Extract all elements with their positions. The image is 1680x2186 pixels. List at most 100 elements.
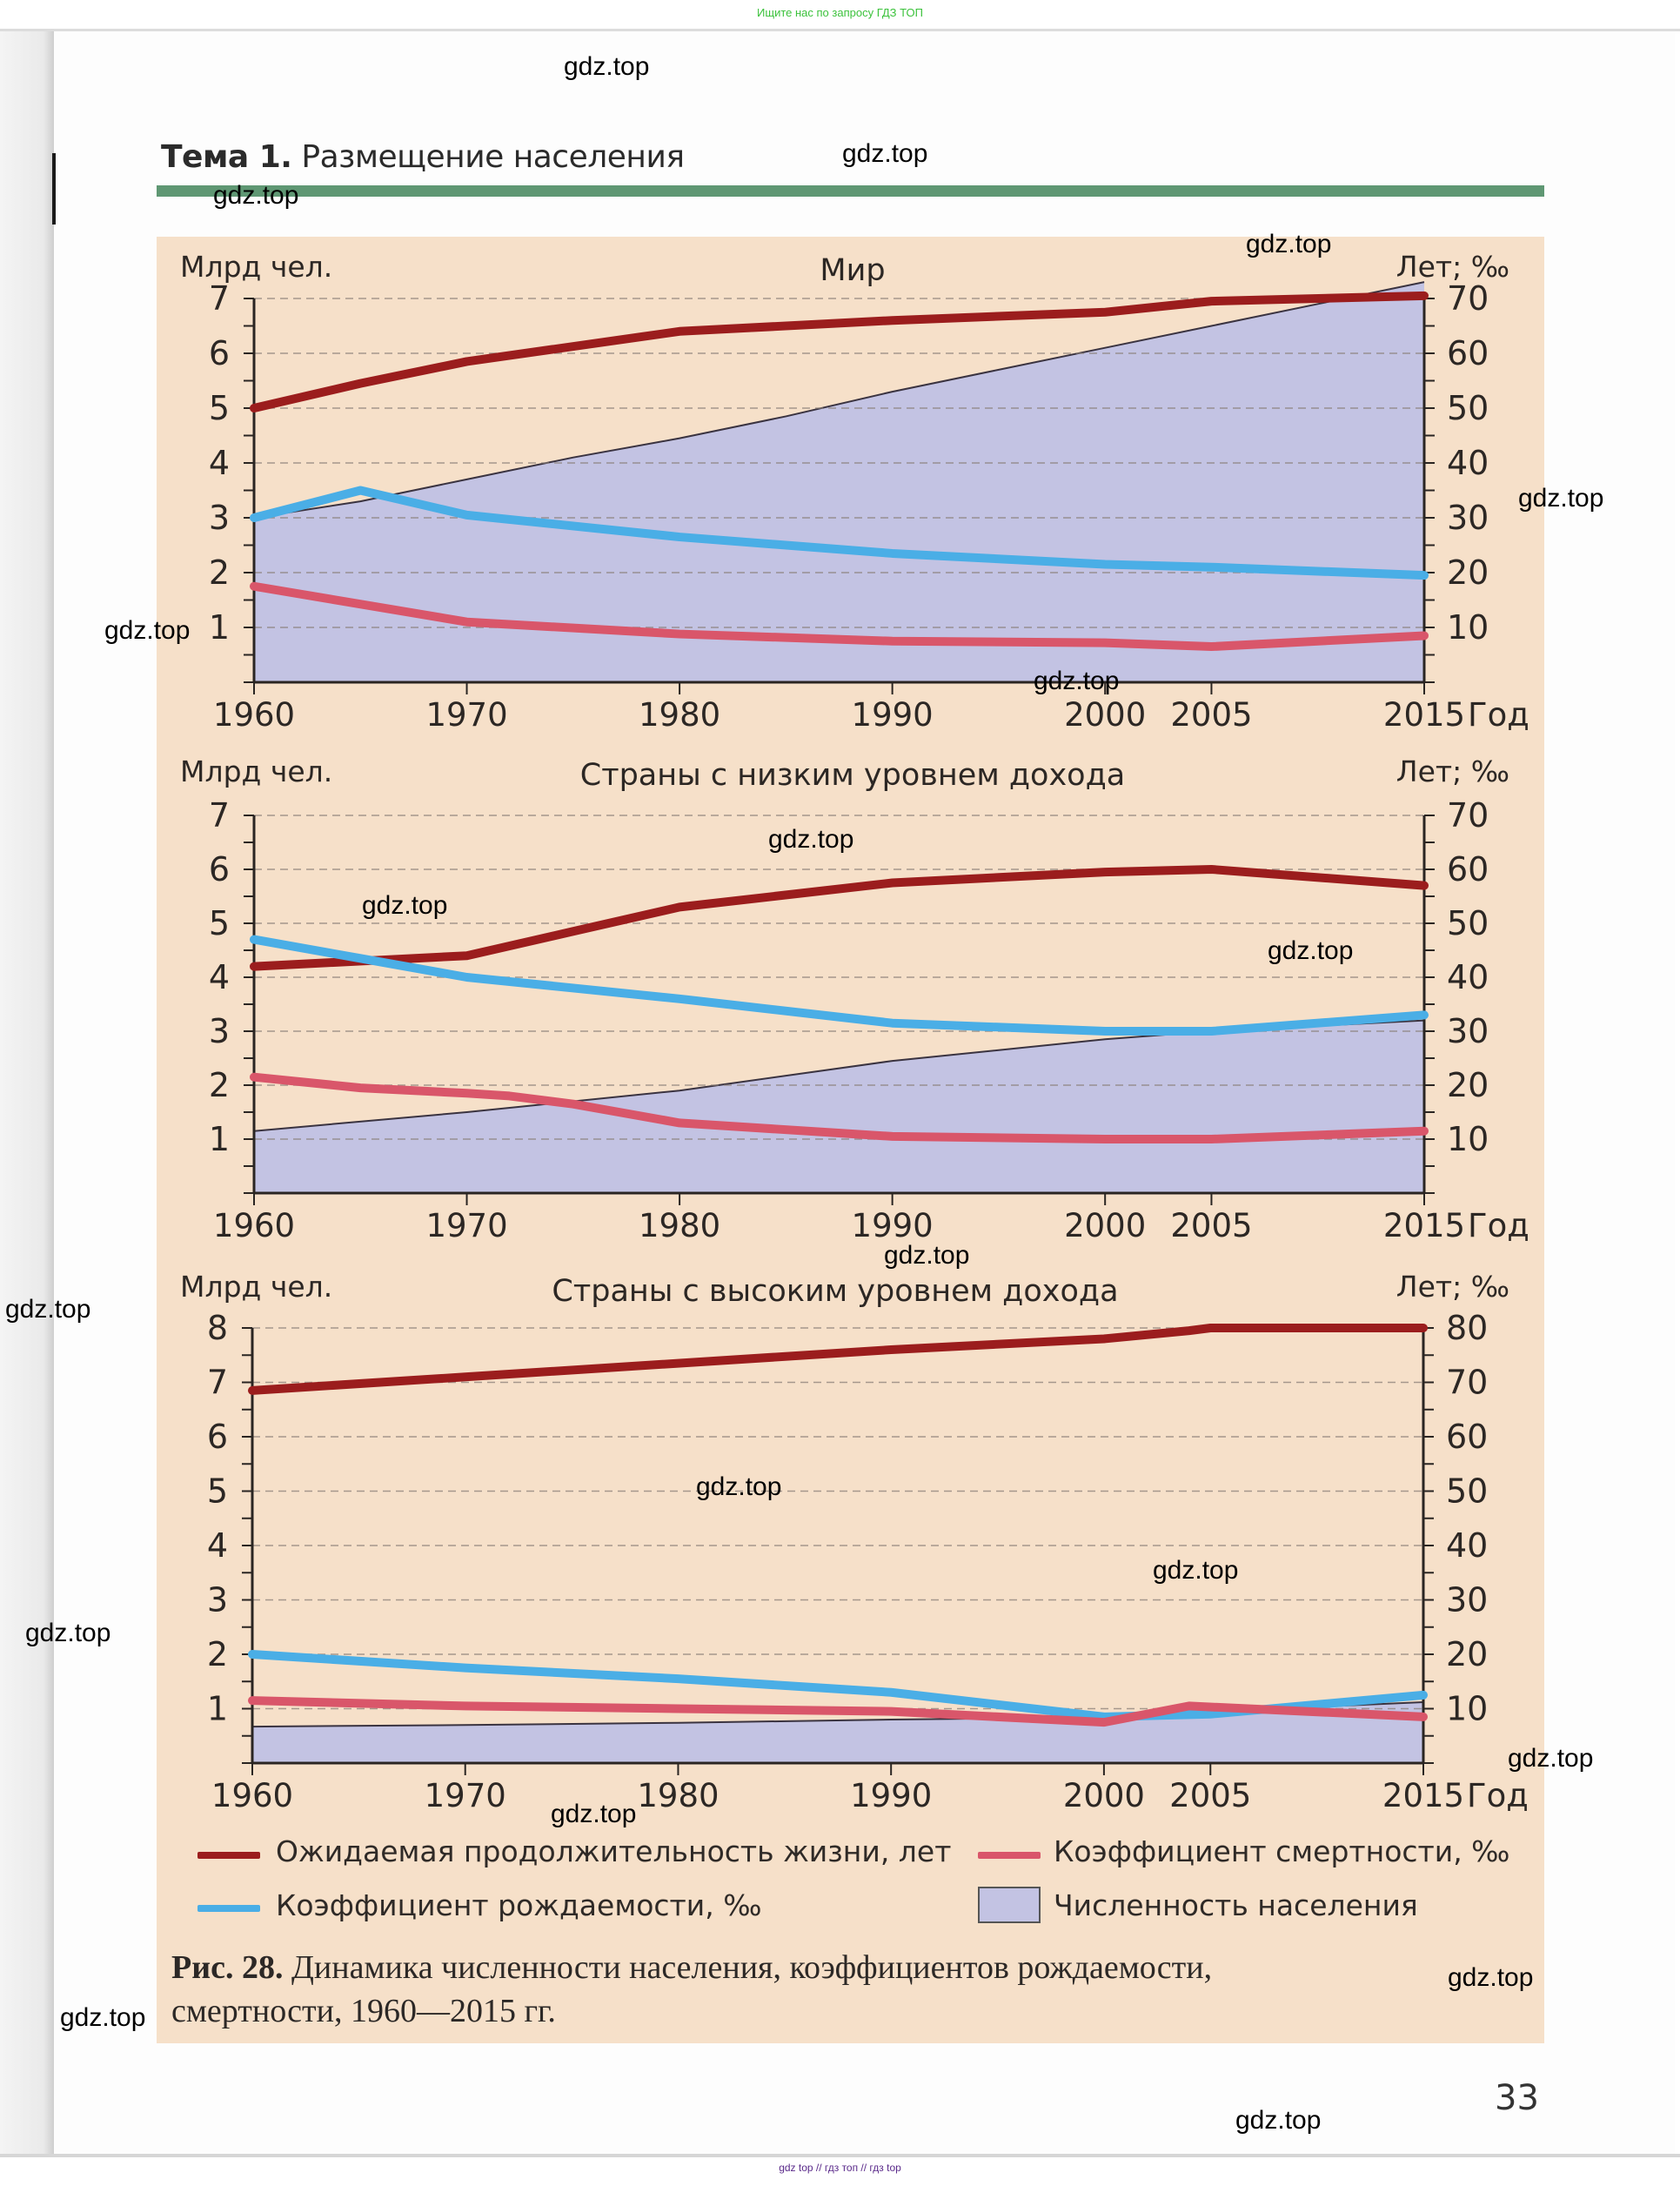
tick-label-right: 80 (1446, 1309, 1488, 1347)
chart-1: 1 2 3 4 5 6 7 10 20 30 40 50 60 70 1960 1970 1980 1990 200… (180, 250, 1529, 734)
watermark: gdz.top (1268, 936, 1354, 965)
tick-label-x: 2015 (1383, 1207, 1465, 1244)
watermark: gdz.top (25, 1619, 111, 1647)
tick-label-right: 50 (1446, 1472, 1488, 1511)
tick-label-left: 1 (207, 1690, 228, 1728)
page-header: Тема 1. Размещение населения (161, 139, 685, 175)
tick-label-left: 5 (209, 389, 230, 427)
topic-title: Размещение населения (301, 139, 685, 175)
watermark: gdz.top (1518, 484, 1604, 513)
tick-label-right: 40 (1446, 1526, 1488, 1565)
y-axis-label-left: Млрд чел. (180, 754, 332, 788)
figure-caption: Рис. 28. Динамика численности населения,… (171, 1946, 1476, 2033)
tick-label-left: 7 (209, 796, 230, 835)
tick-label-x: 2015 (1383, 696, 1465, 734)
tick-label-left: 3 (209, 499, 230, 537)
watermark: gdz.top (213, 181, 299, 210)
page-number: 33 (1495, 2078, 1539, 2118)
watermark: gdz.top (696, 1472, 782, 1501)
tick-label-right: 40 (1447, 444, 1489, 482)
tick-label-right: 60 (1447, 334, 1489, 372)
tick-label-left: 3 (209, 1012, 230, 1050)
watermark: gdz.top (5, 1295, 91, 1324)
tick-label-left: 8 (207, 1309, 228, 1347)
population-area (254, 1020, 1424, 1193)
tick-label-left: 4 (209, 958, 230, 996)
tick-label-right: 50 (1447, 904, 1489, 942)
legend-label-life: Ожидаемая продолжительность жизни, лет (276, 1834, 952, 1868)
birth-rate-line (250, 486, 1429, 580)
topic-label: Тема 1. (161, 139, 292, 175)
x-axis-label: Год (1468, 1207, 1529, 1244)
legend-label-birth: Коэффициент рождаемости, ‰ (276, 1888, 762, 1922)
tick-label-left: 1 (209, 1120, 230, 1158)
tick-label-left: 6 (209, 334, 230, 372)
tick-label-x: 1960 (213, 696, 295, 734)
watermark: gdz.top (1153, 1556, 1239, 1585)
tick-label-right: 60 (1447, 850, 1489, 888)
tick-label-left: 2 (207, 1635, 228, 1673)
tick-label-right: 70 (1446, 1364, 1488, 1402)
legend-swatch-pop (978, 1887, 1041, 1923)
tick-label-x: 2000 (1063, 1777, 1145, 1814)
watermark: gdz.top (362, 891, 448, 920)
tick-label-x: 2005 (1169, 1777, 1251, 1814)
watermark: gdz.top (1034, 667, 1120, 695)
tick-label-x: 1980 (639, 1207, 720, 1244)
watermark: gdz.top (1246, 230, 1332, 258)
x-axis-label: Год (1468, 696, 1529, 734)
tick-label-right: 10 (1446, 1690, 1488, 1728)
watermark: gdz.top (1235, 2106, 1322, 2135)
watermark: gdz.top (1508, 1744, 1594, 1773)
watermark: gdz.top (768, 825, 854, 854)
spine-mark (52, 153, 56, 225)
tick-label-right: 30 (1446, 1581, 1488, 1619)
tick-label-x: 1970 (425, 1207, 507, 1244)
tick-label-right: 20 (1447, 553, 1489, 592)
y-axis-label-right: Лет; ‰ (1396, 754, 1509, 788)
death-rate-line (250, 1072, 1429, 1143)
tick-label-x: 1980 (637, 1777, 719, 1814)
legend-swatch-death (978, 1852, 1041, 1859)
chart-title: Страны с низким уровнем дохода (580, 758, 1125, 793)
tick-label-right: 70 (1447, 279, 1489, 318)
tick-label-right: 10 (1447, 608, 1489, 647)
life-expectancy-line (250, 291, 1429, 412)
x-axis-label: Год (1467, 1777, 1529, 1814)
tick-label-left: 2 (209, 553, 230, 592)
tick-label-right: 20 (1447, 1066, 1489, 1104)
legend-swatch-life (197, 1852, 260, 1859)
tick-label-x: 1990 (852, 696, 934, 734)
legend-label-pop: Численность населения (1054, 1888, 1418, 1922)
tick-label-right: 70 (1447, 796, 1489, 835)
watermark: gdz.top (1448, 1963, 1534, 1992)
watermark: gdz.top (60, 2003, 146, 2032)
tick-label-x: 2005 (1170, 696, 1252, 734)
chart-2: 1 2 3 4 5 6 7 10 20 30 40 50 60 70 1960 1970 1980 1990 200… (180, 754, 1529, 1244)
tick-label-x: 1970 (425, 1777, 506, 1814)
bottom-banner: gdz top // гдз топ // гдз top (779, 2162, 901, 2174)
tick-label-left: 4 (207, 1526, 228, 1565)
top-divider (0, 29, 1680, 31)
y-axis-label-left: Млрд чел. (180, 1270, 332, 1304)
bottom-divider (0, 2154, 1680, 2157)
book-spine (0, 31, 54, 2155)
tick-label-right: 10 (1447, 1120, 1489, 1158)
tick-label-left: 7 (207, 1364, 228, 1402)
header-bar (157, 185, 1544, 197)
tick-label-right: 50 (1447, 389, 1489, 427)
tick-label-x: 1980 (639, 696, 720, 734)
tick-label-x: 1960 (211, 1777, 293, 1814)
y-axis-label-right: Лет; ‰ (1396, 250, 1509, 284)
tick-label-x: 2015 (1382, 1777, 1464, 1814)
watermark: gdz.top (551, 1800, 637, 1828)
y-axis-label-right: Лет; ‰ (1396, 1270, 1509, 1304)
tick-label-x: 1990 (850, 1777, 932, 1814)
caption-text-1: Динамика численности населения, коэффици… (283, 1949, 1213, 1986)
chart-title: Страны с высоким уровнем дохода (552, 1274, 1118, 1309)
caption-label: Рис. 28. (171, 1949, 284, 1986)
tick-label-right: 20 (1446, 1635, 1488, 1673)
legend-label-death: Коэффициент смертности, ‰ (1054, 1834, 1510, 1868)
tick-label-left: 3 (207, 1581, 228, 1619)
